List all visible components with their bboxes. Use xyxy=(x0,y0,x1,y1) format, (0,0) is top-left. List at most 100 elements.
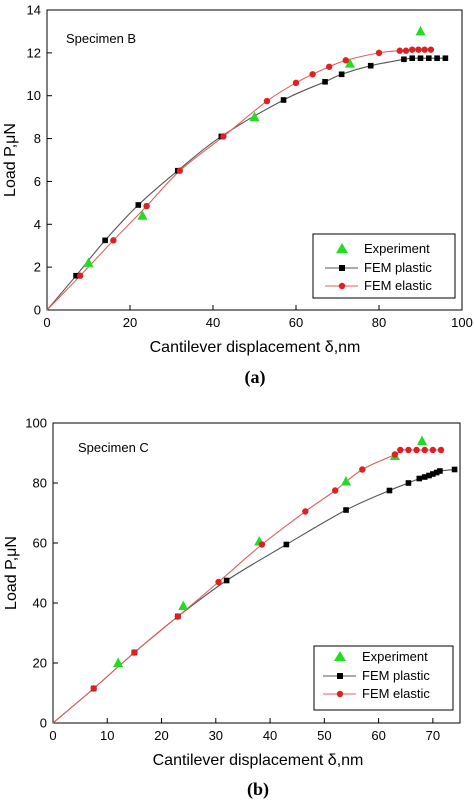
fem-plastic-point xyxy=(433,469,440,476)
x-tick-label: 20 xyxy=(123,315,137,330)
fem-elastic-point xyxy=(77,272,84,279)
fem-plastic-point xyxy=(430,471,436,477)
y-tick-label: 14 xyxy=(27,3,41,18)
legend-a: Experiment FEM plastic FEM elastic xyxy=(312,233,456,299)
fem-elastic-point xyxy=(143,202,150,210)
experiment-point xyxy=(415,25,426,36)
fem-plastic-point xyxy=(434,55,440,62)
fem-elastic-point xyxy=(342,57,349,64)
experiment-point xyxy=(344,58,355,68)
x-tick-label: 0 xyxy=(49,728,56,743)
x-tick-label: 40 xyxy=(263,728,277,743)
x-tick-label: 0 xyxy=(43,315,50,330)
fem-elastic-point xyxy=(131,649,138,656)
x-tick-label: 100 xyxy=(451,315,473,330)
fem-plastic-point xyxy=(280,97,287,103)
y-tick-label: 12 xyxy=(27,45,41,60)
legend-experiment-marker-b xyxy=(334,651,346,661)
y-tick-label: 0 xyxy=(34,303,41,318)
fem-elastic-point xyxy=(176,167,183,174)
x-tick-label: 80 xyxy=(372,315,386,330)
fem-elastic-point xyxy=(413,446,420,454)
fem-elastic-point xyxy=(409,46,416,53)
legend-experiment-label-a: Experiment xyxy=(364,241,430,256)
y-tick-label: 20 xyxy=(33,656,47,671)
series-markers-a xyxy=(73,25,449,279)
x-tick-label: 60 xyxy=(289,315,303,330)
legend-elastic-marker-a xyxy=(338,282,346,290)
fem-elastic-point xyxy=(405,446,412,454)
x-ticks-a: 0 20 40 60 80 100 xyxy=(43,305,473,330)
series-line-square xyxy=(46,57,446,311)
y-axis-title-b: Load P,μN xyxy=(3,536,20,610)
specimen-annotation-a: Specimen B xyxy=(66,31,136,46)
fem-elastic-point xyxy=(415,46,422,53)
fem-elastic-point xyxy=(396,47,403,54)
fem-plastic-point xyxy=(421,474,428,480)
y-tick-label: 4 xyxy=(34,217,41,232)
experiment-point xyxy=(113,657,124,667)
fem-plastic-point xyxy=(437,468,443,474)
fem-elastic-point xyxy=(359,466,366,473)
y-tick-label: 60 xyxy=(33,536,47,551)
plot-frame-b xyxy=(52,422,461,724)
specimen-annotation-b: Specimen C xyxy=(78,440,149,455)
fem-plastic-point xyxy=(223,577,230,584)
experiment-point xyxy=(249,111,260,122)
panel-a: 0 20 40 60 80 100 0 2 4 6 8 10 12 14 Specimen B Expe… xyxy=(2,3,473,389)
x-tick-label: 10 xyxy=(100,728,114,743)
series-markers-b xyxy=(90,435,458,692)
fem-elastic-point xyxy=(437,446,445,454)
x-tick-label: 40 xyxy=(206,315,220,330)
x-tick-label: 20 xyxy=(154,728,168,743)
fem-plastic-point xyxy=(426,472,432,479)
fem-elastic-point xyxy=(174,613,182,620)
fem-plastic-point xyxy=(135,202,142,208)
y-ticks-a: 0 2 4 6 8 10 12 14 xyxy=(27,3,52,318)
legend-plastic-label-b: FEM plastic xyxy=(362,668,430,683)
fem-plastic-point xyxy=(416,475,423,482)
fem-plastic-point xyxy=(283,541,290,548)
y-tick-label: 0 xyxy=(40,716,47,731)
experiment-point xyxy=(341,476,352,486)
fem-elastic-point xyxy=(220,133,227,140)
fem-plastic-point xyxy=(401,56,407,63)
fem-elastic-point xyxy=(421,46,428,53)
fem-plastic-point xyxy=(338,71,345,78)
fem-plastic-point xyxy=(367,62,374,69)
fem-elastic-point xyxy=(263,97,271,105)
legend-plastic-label-a: FEM plastic xyxy=(364,260,432,275)
y-tick-label: 6 xyxy=(34,174,41,189)
experiment-point xyxy=(137,210,148,220)
fem-elastic-point xyxy=(258,541,266,548)
x-tick-label: 50 xyxy=(317,728,331,743)
experiment-point xyxy=(417,435,428,445)
legend-elastic-marker-b xyxy=(336,690,344,698)
x-tick-label: 30 xyxy=(209,728,223,743)
fem-plastic-point xyxy=(73,272,79,279)
fem-elastic-point xyxy=(215,578,222,586)
fem-plastic-point xyxy=(426,55,432,62)
fem-plastic-point xyxy=(343,507,349,513)
fem-elastic-point xyxy=(397,446,404,454)
fem-elastic-point xyxy=(302,508,309,515)
experiment-point xyxy=(83,257,94,267)
fem-elastic-point xyxy=(421,446,428,454)
legend-elastic-label-a: FEM elastic xyxy=(364,278,432,293)
fem-elastic-point xyxy=(402,47,410,54)
x-tick-label: 60 xyxy=(371,728,385,743)
fem-elastic-point xyxy=(331,487,339,494)
fem-elastic-point xyxy=(391,451,399,458)
legend-b: Experiment FEM plastic FEM elastic xyxy=(313,645,454,711)
y-tick-label: 100 xyxy=(25,416,47,431)
y-tick-label: 8 xyxy=(34,131,41,146)
y-tick-label: 40 xyxy=(33,596,47,611)
fem-plastic-point xyxy=(405,480,412,486)
fem-plastic-point xyxy=(417,55,424,62)
experiment-point xyxy=(178,600,189,610)
x-axis-title-b: Cantilever displacement δ,nm xyxy=(153,752,364,769)
y-tick-label: 2 xyxy=(34,260,41,275)
y-ticks-b: 0 20 40 60 80 100 xyxy=(25,416,58,731)
y-axis-title-a: Load P,μN xyxy=(2,123,19,197)
